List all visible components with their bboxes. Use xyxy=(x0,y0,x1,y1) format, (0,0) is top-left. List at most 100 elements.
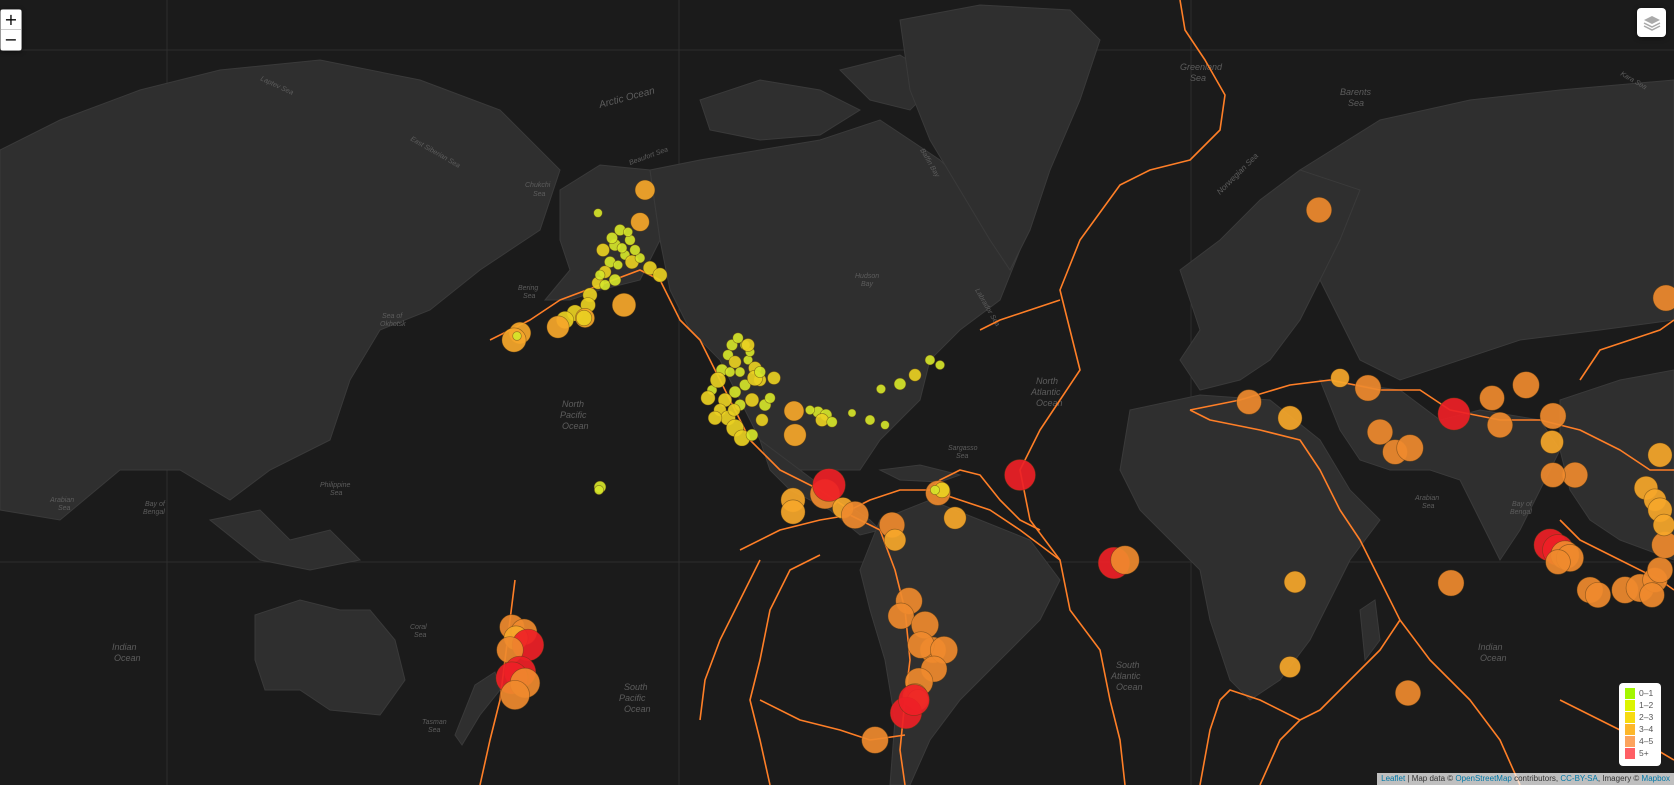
earthquake-marker[interactable] xyxy=(599,279,611,291)
earthquake-marker[interactable] xyxy=(727,403,741,417)
license-link[interactable]: CC-BY-SA xyxy=(1560,774,1598,783)
earthquake-marker[interactable] xyxy=(546,315,570,339)
earthquake-marker[interactable] xyxy=(764,392,776,404)
earthquake-marker[interactable] xyxy=(739,379,751,391)
earthquake-marker[interactable] xyxy=(934,360,945,371)
earthquake-marker[interactable] xyxy=(1652,513,1674,537)
earthquake-marker[interactable] xyxy=(745,428,759,442)
earthquake-marker[interactable] xyxy=(630,212,650,232)
earthquake-marker[interactable] xyxy=(1539,402,1567,430)
earthquake-marker[interactable] xyxy=(616,242,628,254)
earthquake-marker[interactable] xyxy=(783,423,807,447)
earthquake-marker[interactable] xyxy=(1004,459,1036,491)
svg-text:Indian: Indian xyxy=(112,642,137,652)
earthquake-marker[interactable] xyxy=(1584,581,1612,609)
earthquake-marker[interactable] xyxy=(847,408,857,418)
earthquake-marker[interactable] xyxy=(804,405,815,416)
leaflet-link[interactable]: Leaflet xyxy=(1381,774,1406,783)
earthquake-marker[interactable] xyxy=(780,499,806,525)
earthquake-marker[interactable] xyxy=(642,260,658,276)
earthquake-marker[interactable] xyxy=(512,331,522,341)
earthquake-marker[interactable] xyxy=(908,368,922,382)
earthquake-marker[interactable] xyxy=(1437,397,1471,431)
earthquake-marker[interactable] xyxy=(1545,549,1571,575)
earthquake-marker[interactable] xyxy=(1646,556,1674,584)
earthquake-marker[interactable] xyxy=(1305,196,1333,224)
earthquake-marker[interactable] xyxy=(709,371,727,389)
layers-control-button[interactable] xyxy=(1637,8,1666,37)
earthquake-marker[interactable] xyxy=(864,414,876,426)
earthquake-marker[interactable] xyxy=(875,384,886,395)
earthquake-marker[interactable] xyxy=(767,371,781,385)
earthquake-marker[interactable] xyxy=(611,292,637,318)
earthquake-marker[interactable] xyxy=(924,354,936,366)
earthquake-marker[interactable] xyxy=(887,602,915,630)
earthquake-marker[interactable] xyxy=(1561,461,1589,489)
earthquake-marker[interactable] xyxy=(898,684,930,716)
earthquake-marker[interactable] xyxy=(724,366,736,378)
earthquake-marker[interactable] xyxy=(593,208,603,218)
earthquake-marker[interactable] xyxy=(907,631,935,659)
earthquake-marker[interactable] xyxy=(861,726,889,754)
earthquake-marker[interactable] xyxy=(883,528,907,552)
earthquake-marker[interactable] xyxy=(755,413,769,427)
earthquake-marker[interactable] xyxy=(812,468,846,502)
earthquake-marker[interactable] xyxy=(728,355,742,369)
earthquake-marker[interactable] xyxy=(622,227,633,238)
earthquake-marker[interactable] xyxy=(500,680,530,710)
earthquake-marker[interactable] xyxy=(1486,411,1514,439)
earthquake-marker[interactable] xyxy=(634,179,656,201)
earthquake-marker[interactable] xyxy=(652,267,668,283)
earthquake-marker[interactable] xyxy=(943,506,967,530)
zoom-in-button[interactable]: + xyxy=(1,10,21,30)
earthquake-marker[interactable] xyxy=(1366,418,1394,446)
earthquake-marker[interactable] xyxy=(1279,656,1301,678)
earthquake-marker[interactable] xyxy=(634,252,646,264)
zoom-out-button[interactable]: − xyxy=(1,30,21,50)
earthquake-marker[interactable] xyxy=(596,243,610,257)
earthquake-marker[interactable] xyxy=(606,232,618,244)
earthquake-marker[interactable] xyxy=(783,400,805,422)
earthquake-marker[interactable] xyxy=(841,501,869,529)
earthquake-marker[interactable] xyxy=(1652,284,1674,312)
earthquake-marker[interactable] xyxy=(1277,405,1303,431)
earthquake-marker[interactable] xyxy=(1512,371,1540,399)
earthquake-marker[interactable] xyxy=(1330,368,1350,388)
earthquake-marker[interactable] xyxy=(1437,569,1465,597)
earthquake-marker[interactable] xyxy=(707,410,723,426)
earthquake-marker[interactable] xyxy=(1236,389,1262,415)
earthquake-marker[interactable] xyxy=(741,338,755,352)
earthquake-marker[interactable] xyxy=(754,366,766,378)
earthquake-marker[interactable] xyxy=(744,392,760,408)
earthquake-marker[interactable] xyxy=(893,377,907,391)
earthquake-marker[interactable] xyxy=(732,332,744,344)
earthquake-marker[interactable] xyxy=(734,366,746,378)
earthquake-marker[interactable] xyxy=(1639,582,1665,608)
osm-link[interactable]: OpenStreetMap xyxy=(1455,774,1512,783)
earthquake-marker[interactable] xyxy=(594,269,606,281)
earthquake-marker[interactable] xyxy=(1283,570,1307,594)
earthquake-marker[interactable] xyxy=(575,309,593,327)
earthquake-marker[interactable] xyxy=(501,327,527,353)
earthquake-marker[interactable] xyxy=(728,385,742,399)
earthquake-marker[interactable] xyxy=(880,420,890,430)
earthquake-marker[interactable] xyxy=(1479,385,1505,411)
earthquake-marker[interactable] xyxy=(1647,442,1673,468)
earthquake-marker[interactable] xyxy=(929,485,940,496)
earthquake-marker[interactable] xyxy=(1354,374,1382,402)
earthquake-marker[interactable] xyxy=(1540,462,1566,488)
earthquake-marker[interactable] xyxy=(608,273,622,287)
earthquake-marker[interactable] xyxy=(1394,679,1422,707)
earthquake-marker[interactable] xyxy=(1540,430,1564,454)
earthquake-marker[interactable] xyxy=(629,244,641,256)
earthquake-marker[interactable] xyxy=(593,485,604,496)
earthquake-marker[interactable] xyxy=(1110,545,1140,575)
earthquake-marker[interactable] xyxy=(815,413,829,427)
earthquake-marker[interactable] xyxy=(700,390,716,406)
earthquake-marker[interactable] xyxy=(612,260,623,271)
earthquake-marker[interactable] xyxy=(826,416,838,428)
mapbox-link[interactable]: Mapbox xyxy=(1641,774,1670,783)
earthquake-marker[interactable] xyxy=(1396,434,1424,462)
